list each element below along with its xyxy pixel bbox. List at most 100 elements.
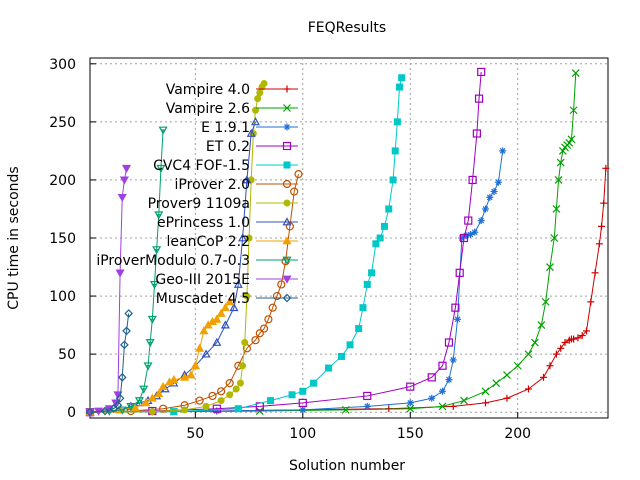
data-point	[225, 297, 235, 306]
x-tick-label: 100	[289, 426, 316, 442]
data-point	[299, 387, 307, 395]
data-point	[460, 396, 468, 405]
data-point	[226, 391, 234, 399]
data-point	[428, 395, 435, 402]
legend-label: ePrincess 1.0	[157, 215, 250, 231]
legend: Vampire 4.0 Vampire 2.6 E 1.9.1 ET 0.2 CVC4 …	[96, 82, 298, 307]
data-point	[380, 222, 388, 230]
data-point	[245, 234, 253, 242]
data-point	[396, 83, 404, 91]
data-point	[254, 95, 262, 103]
axis-ticks: 50 100 150 200 0 50 100 150 200 250 300	[49, 57, 531, 442]
data-point	[288, 391, 296, 399]
data-point	[556, 158, 565, 167]
legend-label: iProverModulo 0.7-0.3	[96, 253, 250, 269]
y-tick-label: 50	[58, 347, 76, 363]
data-point	[464, 216, 473, 225]
legend-marker	[282, 217, 292, 226]
data-point	[122, 326, 131, 336]
data-point	[236, 379, 244, 387]
data-point	[486, 194, 493, 201]
data-point	[363, 391, 372, 401]
series-3	[85, 67, 486, 417]
data-point	[391, 147, 399, 155]
series-line	[89, 168, 607, 413]
data-point	[243, 292, 251, 300]
data-point	[438, 361, 447, 370]
data-point	[552, 205, 561, 213]
legend-marker	[283, 104, 291, 112]
data-point	[524, 350, 533, 359]
data-point	[385, 205, 393, 213]
x-tick-label: 50	[186, 426, 204, 442]
data-point	[242, 175, 252, 184]
data-point	[246, 128, 256, 137]
data-point	[368, 269, 376, 277]
data-point	[217, 397, 225, 405]
data-point	[234, 405, 242, 413]
data-point	[299, 406, 306, 413]
data-point	[406, 382, 415, 391]
data-point	[474, 94, 484, 103]
x-tick-label: 200	[504, 426, 531, 442]
y-tick-label: 200	[49, 173, 76, 189]
data-point	[119, 176, 129, 185]
data-point	[277, 280, 286, 289]
series-line	[89, 73, 577, 413]
data-point	[113, 400, 123, 410]
data-point	[481, 387, 490, 396]
data-point	[471, 229, 478, 236]
data-point	[195, 343, 205, 352]
data-point	[124, 309, 134, 318]
data-point	[190, 361, 200, 370]
data-point	[130, 402, 140, 411]
y-tick-label: 250	[49, 115, 76, 131]
data-point	[85, 407, 95, 417]
y-tick-label: 300	[49, 57, 76, 73]
data-point	[492, 379, 501, 388]
data-point	[241, 339, 249, 347]
legend-label: E 1.9.1	[201, 120, 250, 136]
data-point	[252, 106, 260, 114]
data-point	[427, 373, 436, 382]
data-point	[264, 315, 273, 324]
legend-marker	[284, 124, 290, 130]
data-point	[201, 349, 211, 358]
data-point	[565, 138, 574, 147]
data-point	[503, 371, 511, 379]
data-point	[569, 106, 578, 115]
data-point	[170, 408, 178, 416]
legend-marker	[282, 236, 292, 245]
data-point	[541, 297, 550, 306]
data-point	[406, 404, 415, 413]
data-point	[148, 408, 156, 416]
data-point	[217, 387, 226, 396]
data-point	[499, 148, 506, 154]
data-point	[310, 379, 318, 387]
data-point	[359, 304, 367, 312]
data-point	[558, 146, 567, 155]
data-point	[325, 364, 333, 372]
y-tick-label: 100	[49, 289, 76, 305]
data-point	[255, 329, 264, 338]
data-point	[251, 336, 260, 345]
x-tick-label: 150	[397, 426, 424, 442]
data-point	[169, 374, 179, 384]
legend-marker	[283, 199, 291, 207]
legend-label: Muscadet 4.5	[156, 291, 250, 307]
data-point	[212, 337, 222, 346]
data-point	[186, 370, 196, 379]
data-point	[407, 400, 414, 406]
data-point	[495, 179, 502, 186]
data-point	[294, 170, 303, 179]
data-point	[117, 373, 127, 382]
data-point	[298, 398, 307, 408]
y-tick-label: 150	[49, 231, 76, 247]
legend-label: CVC4 FOF-1.5	[153, 158, 250, 174]
legend-marker	[282, 141, 292, 151]
legend-marker	[282, 293, 292, 303]
series-line	[89, 71, 482, 413]
legend-label: iProver 2.0	[175, 177, 250, 193]
data-point	[450, 357, 457, 363]
data-point	[482, 206, 489, 212]
